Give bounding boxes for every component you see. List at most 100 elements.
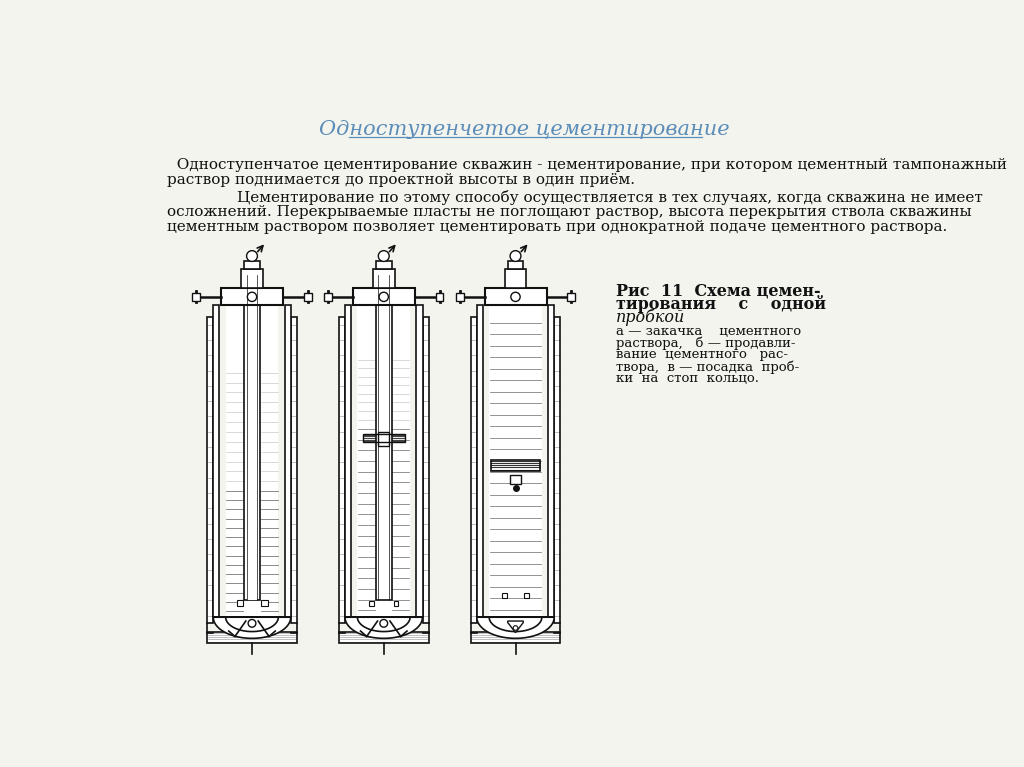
Circle shape	[510, 251, 521, 262]
Circle shape	[248, 292, 257, 301]
Bar	[237, 601, 243, 607]
Text: твора,  в — посадка  проб-: твора, в — посадка проб-	[616, 360, 800, 374]
Bar	[213, 305, 219, 617]
Bar	[378, 446, 389, 601]
Circle shape	[511, 292, 520, 301]
Bar	[285, 305, 291, 617]
Polygon shape	[345, 617, 423, 638]
Bar	[471, 632, 560, 643]
Bar	[207, 632, 297, 643]
Bar	[339, 632, 429, 643]
Polygon shape	[213, 617, 291, 638]
Text: вание  цементного   рас-: вание цементного рас-	[616, 348, 788, 361]
Bar	[357, 355, 376, 424]
Bar	[484, 288, 547, 305]
Bar	[247, 275, 257, 601]
Bar	[291, 317, 297, 624]
Bar	[391, 355, 410, 424]
Bar	[471, 632, 560, 643]
Bar	[373, 269, 394, 288]
Bar	[225, 367, 245, 486]
Text: ки  на  стоп  кольцо.: ки на стоп кольцо.	[616, 371, 759, 384]
Bar	[245, 275, 260, 601]
Bar	[324, 293, 332, 301]
Bar	[291, 317, 297, 624]
Bar	[369, 601, 374, 606]
Bar	[394, 601, 398, 606]
Bar	[345, 305, 351, 617]
Bar	[221, 288, 283, 305]
Bar	[207, 632, 297, 643]
Polygon shape	[489, 617, 542, 631]
Text: Рис  11  Схема цемен-: Рис 11 Схема цемен-	[616, 282, 821, 299]
Bar	[554, 317, 560, 624]
Bar	[471, 317, 477, 624]
Bar	[339, 317, 345, 624]
Bar	[567, 293, 575, 301]
Circle shape	[378, 251, 389, 262]
Bar	[357, 424, 376, 616]
Text: тирования    с    одной: тирования с одной	[616, 295, 826, 314]
Bar	[376, 262, 391, 269]
Bar	[241, 269, 263, 288]
Text: в: в	[511, 628, 520, 642]
Bar	[378, 432, 389, 446]
Bar	[247, 508, 257, 601]
Bar	[225, 486, 245, 616]
Polygon shape	[225, 617, 279, 631]
Bar	[260, 367, 279, 486]
Circle shape	[248, 620, 256, 627]
Bar	[193, 293, 200, 301]
Bar	[391, 424, 410, 616]
Bar	[471, 317, 477, 624]
Bar	[505, 269, 526, 288]
Text: а — закачка    цементного: а — закачка цементного	[616, 325, 802, 338]
Text: Одноступенчатое цементирование скважин - цементирование, при котором цементный т: Одноступенчатое цементирование скважин -…	[167, 158, 1007, 172]
Bar	[352, 288, 415, 305]
Bar	[423, 317, 429, 624]
Bar	[304, 293, 311, 301]
Bar	[554, 317, 560, 624]
Polygon shape	[357, 617, 410, 631]
Text: б: б	[379, 628, 388, 642]
Circle shape	[379, 292, 388, 301]
Text: раствор поднимается до проектной высоты в один приём.: раствор поднимается до проектной высоты …	[167, 173, 635, 187]
Bar	[490, 460, 541, 471]
Circle shape	[247, 251, 257, 262]
Bar	[489, 317, 542, 616]
Bar	[417, 305, 423, 617]
Text: осложнений. Перекрываемые пласты не поглощают раствор, высота перекрытия ствола : осложнений. Перекрываемые пласты не погл…	[167, 205, 972, 219]
Bar	[503, 594, 507, 598]
Text: Одноступенчетое цементирование: Одноступенчетое цементирование	[319, 120, 730, 140]
Text: цементным раствором позволяет цементировать при однократной подаче цементного ра: цементным раствором позволяет цементиров…	[167, 220, 947, 234]
Bar	[339, 317, 345, 624]
Bar	[261, 601, 267, 607]
Circle shape	[513, 626, 518, 630]
Polygon shape	[477, 617, 554, 638]
Bar	[339, 632, 429, 643]
Bar	[477, 305, 483, 617]
Bar	[260, 486, 279, 616]
Text: раствора,   б — продавли-: раствора, б — продавли-	[616, 337, 796, 351]
Bar	[490, 460, 541, 471]
Bar	[489, 305, 542, 617]
Bar	[524, 594, 528, 598]
Text: а: а	[248, 628, 257, 642]
Bar	[357, 305, 410, 617]
Text: Цементирование по этому способу осуществляется в тех случаях, когда скважина не : Цементирование по этому способу осуществ…	[198, 190, 983, 205]
Bar	[362, 434, 404, 442]
Bar	[423, 317, 429, 624]
Bar	[225, 305, 279, 617]
Bar	[245, 262, 260, 269]
Text: пробкой: пробкой	[616, 308, 685, 326]
Bar	[508, 262, 523, 269]
Bar	[207, 317, 213, 624]
Bar	[456, 293, 464, 301]
Bar	[378, 432, 389, 446]
Bar	[362, 434, 404, 442]
Polygon shape	[508, 621, 523, 633]
Bar	[548, 305, 554, 617]
Bar	[376, 275, 391, 601]
Circle shape	[380, 620, 388, 627]
Bar	[207, 317, 213, 624]
